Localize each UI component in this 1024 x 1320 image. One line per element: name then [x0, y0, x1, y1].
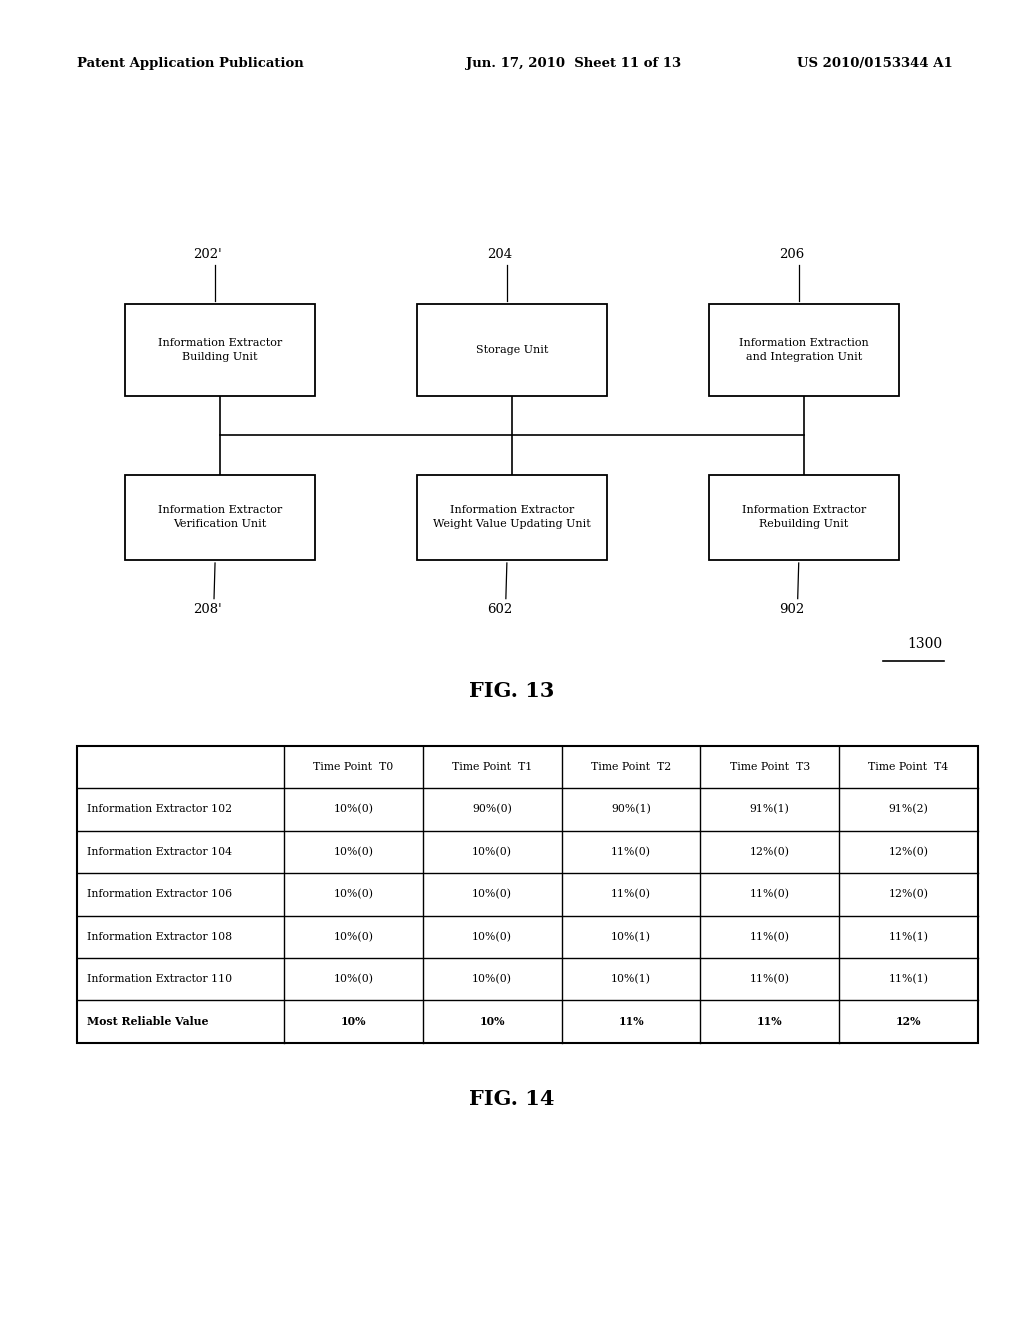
Text: 10%(1): 10%(1) [611, 932, 651, 942]
Text: 90%(1): 90%(1) [611, 804, 651, 814]
Text: 11%(1): 11%(1) [889, 932, 929, 942]
Text: 90%(0): 90%(0) [472, 804, 512, 814]
Text: 602: 602 [487, 602, 512, 615]
Text: 11%(1): 11%(1) [889, 974, 929, 985]
Text: Time Point  T1: Time Point T1 [452, 762, 532, 772]
Text: 10%(1): 10%(1) [611, 974, 651, 985]
Bar [709, 304, 899, 396]
Bar [77, 746, 978, 1043]
Text: 10%(0): 10%(0) [334, 974, 374, 985]
Text: 91%(2): 91%(2) [889, 804, 929, 814]
Text: Time Point  T3: Time Point T3 [730, 762, 810, 772]
Text: 1300: 1300 [907, 638, 942, 651]
Text: 10%(0): 10%(0) [334, 804, 374, 814]
Text: 10%(0): 10%(0) [472, 846, 512, 857]
Text: FIG. 14: FIG. 14 [469, 1089, 555, 1109]
Text: 10%: 10% [341, 1016, 367, 1027]
Text: 10%(0): 10%(0) [472, 932, 512, 942]
Text: Information Extractor
Rebuilding Unit: Information Extractor Rebuilding Unit [741, 506, 866, 529]
Text: Information Extractor 102: Information Extractor 102 [87, 804, 232, 814]
Text: Time Point  T0: Time Point T0 [313, 762, 393, 772]
Text: 12%(0): 12%(0) [750, 846, 790, 857]
Text: Jun. 17, 2010  Sheet 11 of 13: Jun. 17, 2010 Sheet 11 of 13 [466, 57, 681, 70]
Text: 902: 902 [779, 602, 804, 615]
Text: 12%(0): 12%(0) [889, 846, 929, 857]
Text: Information Extractor
Weight Value Updating Unit: Information Extractor Weight Value Updat… [433, 506, 591, 529]
Text: Time Point  T2: Time Point T2 [591, 762, 671, 772]
Text: 11%(0): 11%(0) [611, 846, 651, 857]
Text: Information Extractor 110: Information Extractor 110 [87, 974, 232, 985]
Text: Storage Unit: Storage Unit [476, 345, 548, 355]
Text: Information Extractor 104: Information Extractor 104 [87, 847, 232, 857]
Text: 11%(0): 11%(0) [611, 890, 651, 899]
Text: Information Extractor
Building Unit: Information Extractor Building Unit [158, 338, 283, 362]
Text: 11%: 11% [757, 1016, 782, 1027]
Text: 11%(0): 11%(0) [750, 974, 790, 985]
Text: 10%(0): 10%(0) [334, 846, 374, 857]
Text: 12%(0): 12%(0) [889, 890, 929, 899]
Text: 10%(0): 10%(0) [472, 890, 512, 899]
Text: 204: 204 [487, 248, 512, 261]
Text: FIG. 13: FIG. 13 [469, 681, 555, 701]
Text: Patent Application Publication: Patent Application Publication [77, 57, 303, 70]
Text: 12%: 12% [896, 1016, 922, 1027]
Text: Information Extractor 106: Information Extractor 106 [87, 890, 232, 899]
Text: 10%(0): 10%(0) [334, 890, 374, 899]
Text: 11%(0): 11%(0) [750, 890, 790, 899]
Bar [125, 474, 315, 560]
Text: Information Extractor 108: Information Extractor 108 [87, 932, 232, 941]
Text: US 2010/0153344 A1: US 2010/0153344 A1 [797, 57, 952, 70]
Text: 10%(0): 10%(0) [472, 974, 512, 985]
Bar [418, 474, 606, 560]
Bar [125, 304, 315, 396]
Text: 11%: 11% [618, 1016, 644, 1027]
Text: 206: 206 [779, 248, 804, 261]
Text: Information Extractor
Verification Unit: Information Extractor Verification Unit [158, 506, 283, 529]
Bar [418, 304, 606, 396]
Text: Most Reliable Value: Most Reliable Value [87, 1016, 209, 1027]
Text: 91%(1): 91%(1) [750, 804, 790, 814]
Text: 202': 202' [194, 248, 222, 261]
Text: 208': 208' [194, 602, 222, 615]
Bar [77, 746, 978, 1043]
Bar [709, 474, 899, 560]
Text: Time Point  T4: Time Point T4 [868, 762, 948, 772]
Text: 11%(0): 11%(0) [750, 932, 790, 942]
Text: 10%(0): 10%(0) [334, 932, 374, 942]
Text: Information Extraction
and Integration Unit: Information Extraction and Integration U… [739, 338, 868, 362]
Text: 10%: 10% [479, 1016, 505, 1027]
